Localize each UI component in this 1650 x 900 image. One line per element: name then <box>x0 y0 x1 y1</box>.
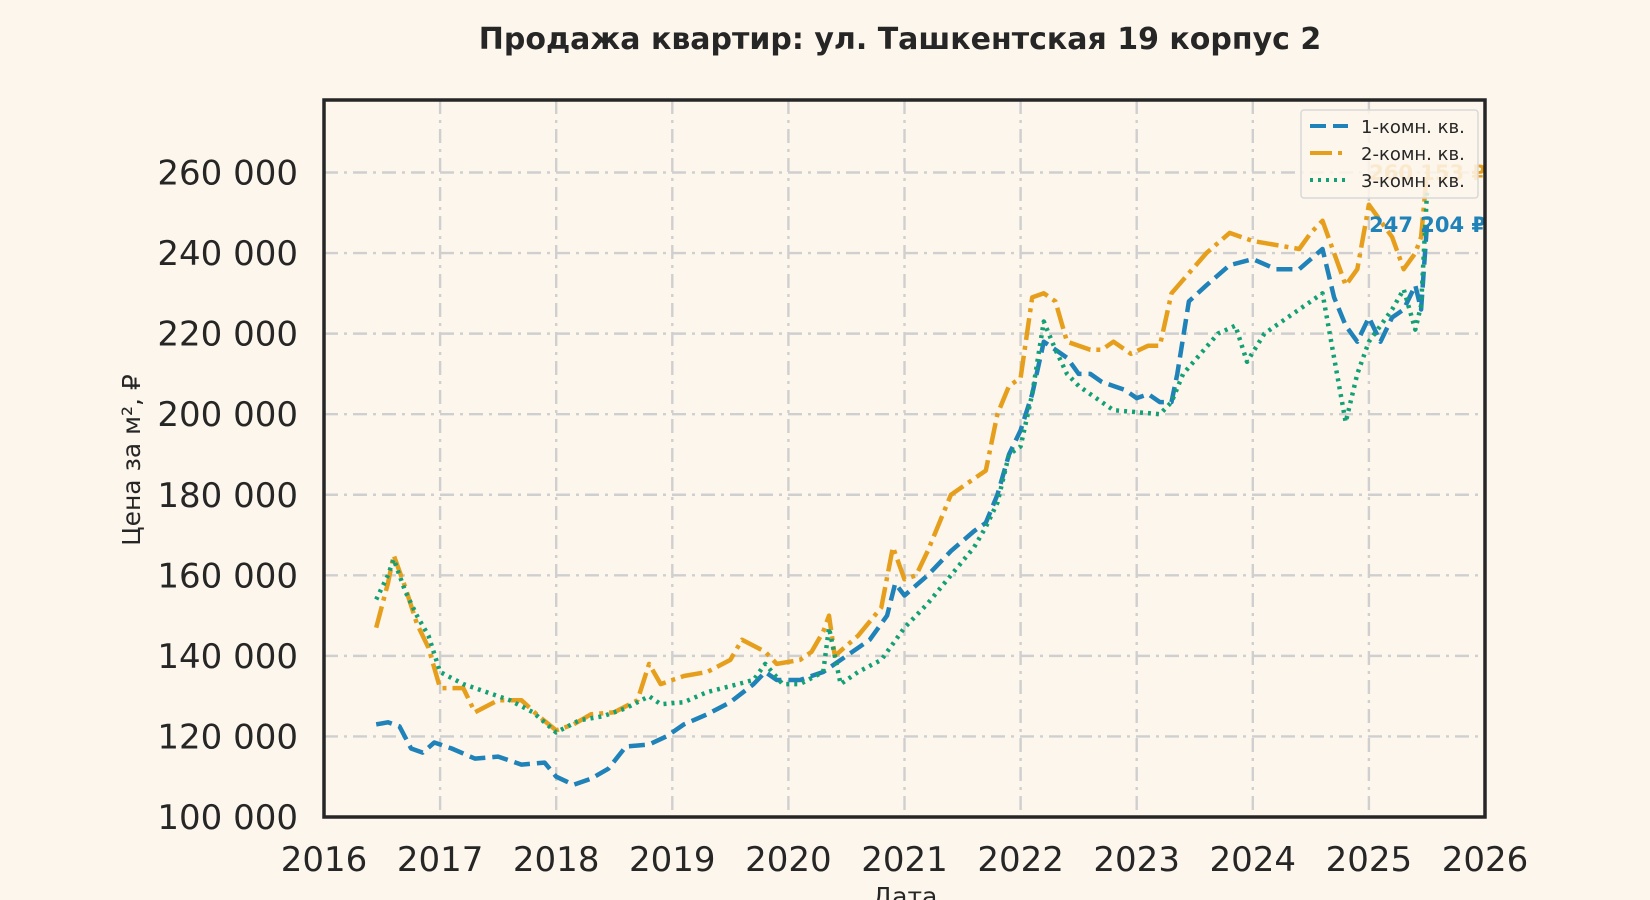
x-tick-label: 2023 <box>1093 840 1180 880</box>
x-tick-label: 2021 <box>861 840 948 880</box>
legend-label: 3-комн. кв. <box>1361 171 1465 192</box>
x-tick-label: 2019 <box>629 840 716 880</box>
y-axis-ticks: 100 000 120 000 140 000 160 000 180 000 200 0… <box>157 154 298 838</box>
x-tick-label: 2018 <box>513 840 600 880</box>
legend: 1-комн. кв. 2-комн. кв. 3-комн. кв. <box>1300 109 1479 199</box>
y-tick-label: 240 000 <box>157 234 298 274</box>
x-axis-label: Дата <box>873 882 938 900</box>
x-tick-label: 2016 <box>281 840 368 880</box>
legend-label: 2-комн. кв. <box>1361 144 1465 165</box>
legend-label: 1-комн. кв. <box>1361 117 1465 138</box>
y-axis-label: Цена за м², ₽ <box>117 374 146 546</box>
y-tick-label: 140 000 <box>157 637 298 677</box>
x-tick-label: 2020 <box>745 840 832 880</box>
chart-title: Продажа квартир: ул. Ташкентская 19 корп… <box>479 22 1321 57</box>
x-tick-label: 2026 <box>1442 840 1529 880</box>
x-tick-label: 2017 <box>397 840 484 880</box>
y-tick-label: 160 000 <box>157 556 298 596</box>
series-end-label-1: 247 204 ₽ <box>1369 213 1486 237</box>
y-tick-label: 180 000 <box>157 476 298 516</box>
x-axis-ticks: 2016 2017 2018 2019 2020 2021 2022 2023 2024 2025… <box>281 840 1529 880</box>
y-tick-label: 100 000 <box>157 798 298 838</box>
y-tick-label: 220 000 <box>157 315 298 355</box>
series-lines <box>374 171 1430 788</box>
y-tick-label: 120 000 <box>157 717 298 757</box>
plot-frame <box>322 98 1487 819</box>
y-tick-label: 200 000 <box>157 395 298 435</box>
grid <box>322 100 1487 819</box>
series-line-2 <box>374 171 1430 733</box>
series-line-3 <box>374 192 1430 735</box>
y-tick-label: 260 000 <box>157 154 298 194</box>
legend-box <box>1300 109 1479 199</box>
x-tick-label: 2025 <box>1326 840 1413 880</box>
series-line-1 <box>375 223 1430 788</box>
x-tick-label: 2024 <box>1210 840 1297 880</box>
x-tick-label: 2022 <box>977 840 1064 880</box>
